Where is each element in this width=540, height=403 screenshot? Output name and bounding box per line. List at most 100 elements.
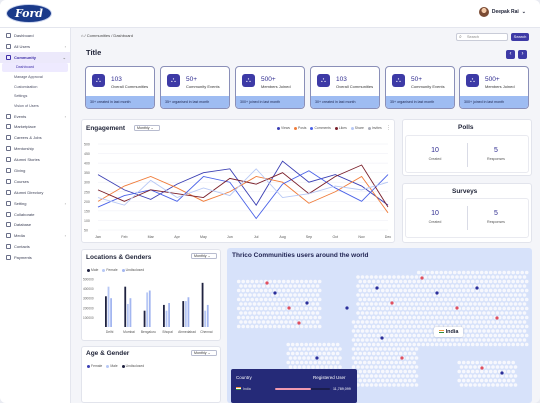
- user-menu[interactable]: Deepak Rai ⌄: [478, 7, 526, 17]
- sidebar-item-all-users[interactable]: All Users ›: [0, 41, 70, 52]
- engagement-range-select[interactable]: Monthly ⌄: [134, 125, 160, 131]
- map-pin[interactable]: [375, 286, 379, 290]
- map-pin[interactable]: [305, 301, 309, 305]
- map-hex: [486, 329, 491, 333]
- map-hex: [430, 306, 434, 311]
- map-hex: [430, 315, 434, 320]
- sidebar-item-collaborate[interactable]: Collaborate: [0, 209, 70, 220]
- map-hex: [405, 329, 410, 333]
- map-hex: [410, 320, 414, 324]
- map-pin[interactable]: [297, 321, 301, 325]
- map-hex: [362, 279, 367, 284]
- stat-card[interactable]: ⛬ 50+ Community Events 35+ organised in las…: [160, 66, 230, 109]
- bar-female: [107, 286, 110, 327]
- sidebar-subitem[interactable]: Dashboard: [2, 62, 68, 73]
- map-hex: [371, 324, 376, 329]
- map-hex: [488, 279, 493, 284]
- map-pin[interactable]: [315, 356, 319, 360]
- map-hex: [383, 320, 387, 324]
- map-pin[interactable]: [475, 286, 479, 290]
- map-hex: [423, 284, 428, 288]
- map-hex: [410, 302, 414, 306]
- map-pin[interactable]: [435, 291, 439, 295]
- map-hex: [428, 320, 432, 324]
- map-hex: [495, 329, 500, 333]
- sidebar-item-dashboard[interactable]: Dashboard: [0, 30, 70, 41]
- map-hex: [333, 365, 338, 369]
- map-hex: [479, 270, 484, 275]
- sidebar-item-alumni-directory[interactable]: Alumni Directory: [0, 187, 70, 198]
- sidebar-item-community[interactable]: Community ⌄: [0, 51, 70, 63]
- stat-card[interactable]: ⛬ 103 Overall Communities 30+ created in la…: [310, 66, 380, 109]
- ford-logo[interactable]: Ford: [6, 4, 52, 23]
- map-pin[interactable]: [273, 291, 277, 295]
- locations-panel: [81, 249, 221, 341]
- sidebar-subitem[interactable]: Customization: [14, 84, 38, 89]
- sidebar-item-setting[interactable]: Setting ›: [0, 198, 70, 209]
- map-hex: [497, 270, 502, 275]
- stat-card[interactable]: ⛬ 50+ Community Events 35+ organised in las…: [385, 66, 455, 109]
- map-hex: [290, 288, 295, 293]
- prev-arrow-button[interactable]: ‹: [506, 50, 515, 59]
- map-hex: [369, 365, 374, 369]
- y-tick-label: 400: [84, 162, 90, 166]
- map-hex: [432, 338, 437, 342]
- sidebar-item-media[interactable]: Media ›: [0, 230, 70, 241]
- map-pin[interactable]: [400, 356, 404, 360]
- sidebar-item-events[interactable]: Events ›: [0, 111, 70, 122]
- next-arrow-button[interactable]: ›: [518, 50, 527, 59]
- map-pin[interactable]: [380, 336, 384, 340]
- map-hex: [479, 378, 484, 383]
- search-input[interactable]: Search: [456, 33, 508, 41]
- series-line-views: [97, 160, 389, 206]
- avatar[interactable]: [478, 7, 489, 17]
- search-button[interactable]: Search: [511, 33, 529, 41]
- map-hex: [439, 342, 443, 347]
- chevron-down-icon[interactable]: ⌄: [521, 9, 526, 15]
- sidebar-item-database[interactable]: Database: [0, 220, 70, 231]
- sidebar-item-mentorship[interactable]: Mentorship: [0, 143, 70, 154]
- map-pin[interactable]: [420, 276, 424, 280]
- sidebar-item-courses[interactable]: Courses: [0, 176, 70, 187]
- map-pin[interactable]: [455, 306, 459, 310]
- map-pin[interactable]: [390, 301, 394, 305]
- map-pin[interactable]: [287, 306, 291, 310]
- sidebar-subitem[interactable]: Vision of Users: [14, 103, 39, 108]
- map-hex: [365, 293, 369, 297]
- map-hex: [506, 270, 511, 275]
- map-hex: [439, 306, 443, 311]
- sidebar-item-marketplace[interactable]: Marketplace: [0, 122, 70, 133]
- age-range-select[interactable]: Monthly ⌄: [191, 350, 217, 356]
- map-pin[interactable]: [495, 316, 499, 320]
- sidebar-item-contacts[interactable]: Contacts: [0, 241, 70, 252]
- map-hex: [403, 369, 407, 374]
- stat-card[interactable]: ⛬ 103 Overall Communities 30+ created in la…: [85, 66, 155, 109]
- map-hex: [511, 324, 515, 329]
- chevron-icon: ›: [64, 43, 66, 49]
- locations-range-select[interactable]: Monthly ⌄: [191, 253, 217, 259]
- sidebar-subitem[interactable]: Settings: [14, 94, 28, 99]
- map-hex: [353, 342, 358, 347]
- more-icon[interactable]: ⋮: [386, 125, 391, 131]
- map-hex: [513, 284, 518, 288]
- map-pin[interactable]: [265, 281, 269, 285]
- map-hex: [369, 383, 374, 387]
- map-pin[interactable]: [480, 366, 484, 370]
- map-hex: [477, 374, 482, 378]
- stat-card[interactable]: ⛬ 500+ Members Joined 300+ joined in last m…: [235, 66, 305, 109]
- sidebar-item-payments[interactable]: Payments: [0, 252, 70, 263]
- map-pin[interactable]: [345, 306, 349, 310]
- sidebar-subitem[interactable]: Manage Approval: [14, 75, 43, 80]
- map-hex: [286, 360, 290, 365]
- map-pin[interactable]: [500, 371, 504, 375]
- stat-card[interactable]: ⛬ 500+ Members Joined 300+ joined in last m…: [459, 66, 529, 109]
- map-hex: [398, 342, 403, 347]
- sidebar-item-careers-jobs[interactable]: Careers & Jobs: [0, 132, 70, 143]
- x-tick-label: Jan: [95, 235, 101, 239]
- sidebar-item-giving[interactable]: Giving: [0, 165, 70, 176]
- breadcrumb[interactable]: ⌂ / Communities / Dashboard: [81, 33, 133, 38]
- map-hex: [254, 315, 259, 320]
- surveys-title: Surveys: [452, 188, 478, 195]
- sidebar-item-alumni-stories[interactable]: Alumni Stories: [0, 154, 70, 165]
- map-hex: [513, 320, 518, 324]
